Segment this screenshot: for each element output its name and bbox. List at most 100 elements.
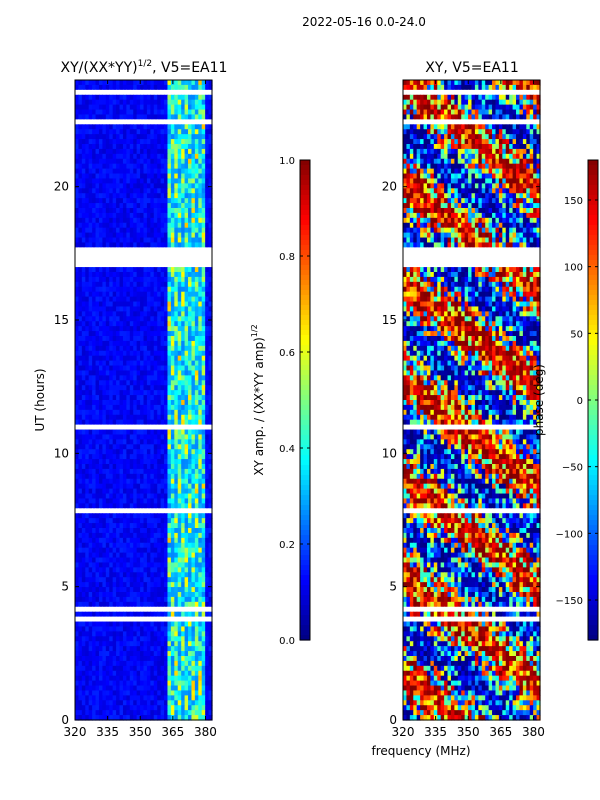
- heatmap-cell: [150, 685, 155, 692]
- heatmap-cell: [129, 675, 134, 682]
- heatmap-cell: [146, 301, 151, 308]
- heatmap-cell: [205, 129, 210, 135]
- heatmap-cell: [119, 459, 124, 465]
- heatmap-cell: [167, 94, 172, 101]
- heatmap-cell: [126, 464, 131, 470]
- heatmap-cell: [116, 148, 121, 155]
- heatmap-cell: [81, 232, 86, 239]
- heatmap-cell: [170, 572, 175, 578]
- heatmap-cell: [191, 222, 196, 229]
- heatmap-cell: [122, 587, 127, 593]
- heatmap-cell: [143, 557, 148, 564]
- heatmap-cell: [81, 296, 86, 303]
- heatmap-cell: [205, 601, 210, 608]
- heatmap-cell: [78, 365, 83, 372]
- heatmap-cell: [194, 360, 199, 367]
- heatmap-cell: [170, 350, 175, 357]
- heatmap-cell: [78, 109, 83, 116]
- heatmap-cell: [208, 508, 213, 514]
- heatmap-cell: [140, 616, 145, 623]
- heatmap-cell: [98, 577, 103, 583]
- heatmap-cell: [146, 257, 151, 263]
- heatmap-cell: [170, 395, 175, 401]
- heatmap-cell: [129, 601, 134, 608]
- heatmap-cell: [174, 582, 179, 588]
- heatmap-cell: [116, 321, 121, 327]
- heatmap-cell: [153, 690, 158, 696]
- heatmap-cell: [88, 532, 93, 539]
- heatmap-cell: [157, 567, 162, 573]
- heatmap-cell: [157, 390, 162, 396]
- heatmap-cell: [157, 459, 162, 465]
- heatmap-cell: [191, 119, 196, 125]
- heatmap-cell: [198, 567, 203, 573]
- heatmap-cell: [181, 262, 186, 268]
- heatmap-cell: [88, 331, 93, 337]
- heatmap-cell: [129, 503, 134, 509]
- heatmap-cell: [153, 203, 158, 209]
- heatmap-cell: [174, 375, 179, 381]
- heatmap-cell: [119, 193, 124, 199]
- heatmap-cell: [205, 84, 210, 91]
- heatmap-cell: [188, 148, 193, 155]
- heatmap-cell: [191, 409, 196, 416]
- heatmap-cell: [116, 606, 121, 613]
- heatmap-cell: [75, 493, 80, 500]
- heatmap-cell: [143, 493, 148, 500]
- heatmap-cell: [160, 350, 165, 357]
- heatmap-cell: [105, 567, 110, 573]
- heatmap-cell: [177, 537, 182, 544]
- heatmap-cell: [81, 670, 86, 677]
- heatmap-cell: [170, 601, 175, 608]
- heatmap-cell: [143, 301, 148, 308]
- heatmap-cell: [143, 158, 148, 165]
- heatmap-cell: [122, 124, 127, 130]
- heatmap-cell: [174, 365, 179, 372]
- heatmap-cell: [102, 532, 107, 539]
- heatmap-cell: [98, 380, 103, 386]
- heatmap-cell: [153, 124, 158, 130]
- heatmap-cell: [153, 281, 158, 288]
- heatmap-cell: [92, 572, 97, 578]
- heatmap-cell: [167, 631, 172, 637]
- heatmap-cell: [194, 409, 199, 416]
- heatmap-cell: [129, 237, 134, 244]
- heatmap-cell: [75, 193, 80, 199]
- heatmap-cell: [92, 690, 97, 696]
- heatmap-cell: [95, 429, 100, 436]
- heatmap-cell: [184, 429, 189, 436]
- heatmap-cell: [143, 306, 148, 312]
- heatmap-cell: [164, 513, 169, 519]
- heatmap-cell: [88, 148, 93, 155]
- heatmap-cell: [122, 621, 127, 628]
- heatmap-cell: [122, 84, 127, 91]
- heatmap-cell: [92, 601, 97, 608]
- heatmap-cell: [153, 429, 158, 436]
- heatmap-cell: [153, 326, 158, 332]
- heatmap-cell: [95, 316, 100, 322]
- heatmap-cell: [81, 616, 86, 623]
- heatmap-cell: [205, 395, 210, 401]
- heatmap-cell: [85, 252, 90, 258]
- heatmap-cell: [102, 183, 107, 189]
- heatmap-cell: [181, 203, 186, 209]
- heatmap-cell: [150, 212, 155, 219]
- heatmap-cell: [92, 336, 97, 342]
- heatmap-cell: [105, 336, 110, 342]
- heatmap-cell: [201, 119, 206, 125]
- heatmap-cell: [205, 350, 210, 357]
- heatmap-cell: [78, 680, 83, 687]
- heatmap-cell: [140, 685, 145, 692]
- heatmap-cell: [85, 552, 90, 559]
- heatmap-cell: [119, 547, 124, 554]
- heatmap-cell: [136, 104, 141, 111]
- heatmap-cell: [136, 454, 141, 460]
- heatmap-cell: [174, 242, 179, 248]
- heatmap-cell: [92, 409, 97, 416]
- heatmap-cell: [75, 626, 80, 632]
- heatmap-cell: [105, 281, 110, 288]
- heatmap-cell: [174, 488, 179, 495]
- heatmap-cell: [88, 419, 93, 426]
- heatmap-cell: [157, 158, 162, 165]
- heatmap-cell: [143, 227, 148, 234]
